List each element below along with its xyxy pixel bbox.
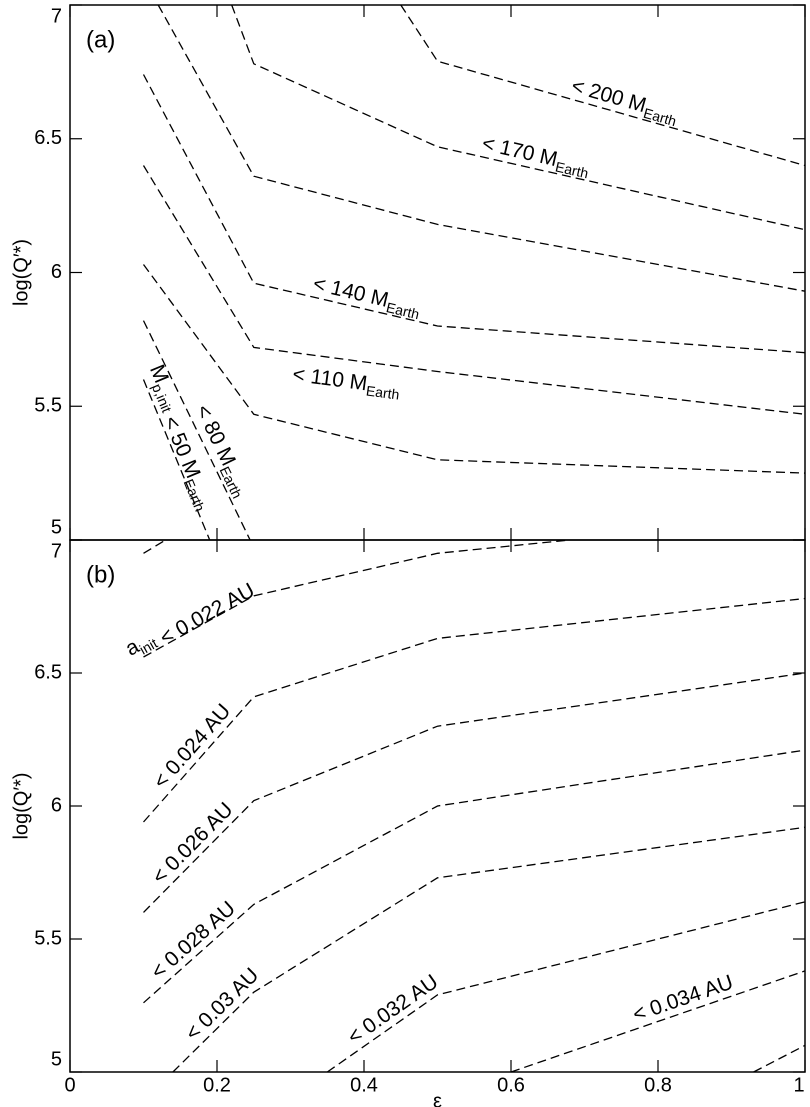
label-text: < 110 M [291,362,368,395]
label-text: < 0.028 AU [146,897,239,984]
contour-line [157,4,806,292]
contour-line [143,597,806,823]
y-tick-label: 5.5 [34,395,62,417]
y-tick-label: 5 [51,516,62,538]
y-tick-label: 6 [51,794,62,816]
label-subscript: init [137,635,161,658]
panel-label: (b) [86,561,115,588]
contour-label: < 0.024 AU [149,699,235,793]
contour-label: < 0.032 AU [343,970,442,1049]
y-tick-label: 5 [51,1048,62,1070]
contour-line [143,539,166,554]
x-tick-label: 0.6 [497,1074,525,1096]
contour-line [142,74,806,354]
contour-line [172,826,806,1073]
label-subscript: Earth [385,299,421,322]
contour-label: < 0.028 AU [146,897,239,984]
contour-label: < 0.034 AU [630,970,736,1026]
label-subscript: Earth [365,382,400,402]
label-text: < 170 M [480,131,560,170]
label-subscript: Earth [642,104,679,129]
contour-line [142,165,806,415]
label-text: < 0.022 AU [151,578,259,652]
label-text: < 0.026 AU [148,798,238,889]
label-text: < 0.03 AU [181,963,263,1045]
contour-line [143,539,570,658]
x-tick-label: 0.8 [644,1074,672,1096]
y-tick-label: 7 [51,5,62,27]
label-text: < 0.032 AU [343,970,442,1049]
contour-label: < 0.03 AU [181,963,263,1045]
contour-line [142,320,251,541]
y-tick-label: 6.5 [34,661,62,683]
x-axis-label: ε [433,1090,442,1107]
contour-label: < 200 MEarth [568,74,681,129]
contour-line [753,1044,806,1073]
contour-line [142,264,806,474]
label-text: < 140 M [311,272,391,312]
y-tick-label: 6.5 [34,127,62,149]
contour-label: < 0.026 AU [148,798,238,889]
label-text: < 0.034 AU [630,970,736,1026]
contour-line [231,4,806,231]
label-subscript: Earth [554,158,590,181]
panel-label: (a) [86,26,115,53]
contour-line [143,749,806,1004]
y-tick-label: 6 [51,261,62,283]
contour-label: < 140 MEarth [310,272,423,322]
y-tick-label: 7 [51,540,62,562]
y-axis-label: log(Q′*) [10,239,32,306]
contour-label: ainit < 0.022 AU [121,572,258,666]
contour-line [143,672,806,913]
contour-line [510,970,806,1073]
y-tick-label: 5.5 [34,927,62,949]
contour-line [400,4,806,167]
contour-line [142,379,211,541]
x-tick-label: 0.4 [350,1074,378,1096]
x-tick-label: 1 [793,1074,804,1096]
label-text: < 0.024 AU [149,699,235,793]
x-tick-label: 0.2 [203,1074,231,1096]
y-axis-label: log(Q′*) [10,772,32,839]
contour-label: < 170 MEarth [479,131,592,181]
label-subscript: Earth [181,477,209,514]
contour-line [326,901,806,1073]
contour-label: < 110 MEarth [291,362,402,402]
label-subscript: Earth [217,464,246,501]
x-tick-label: 0 [64,1074,75,1096]
